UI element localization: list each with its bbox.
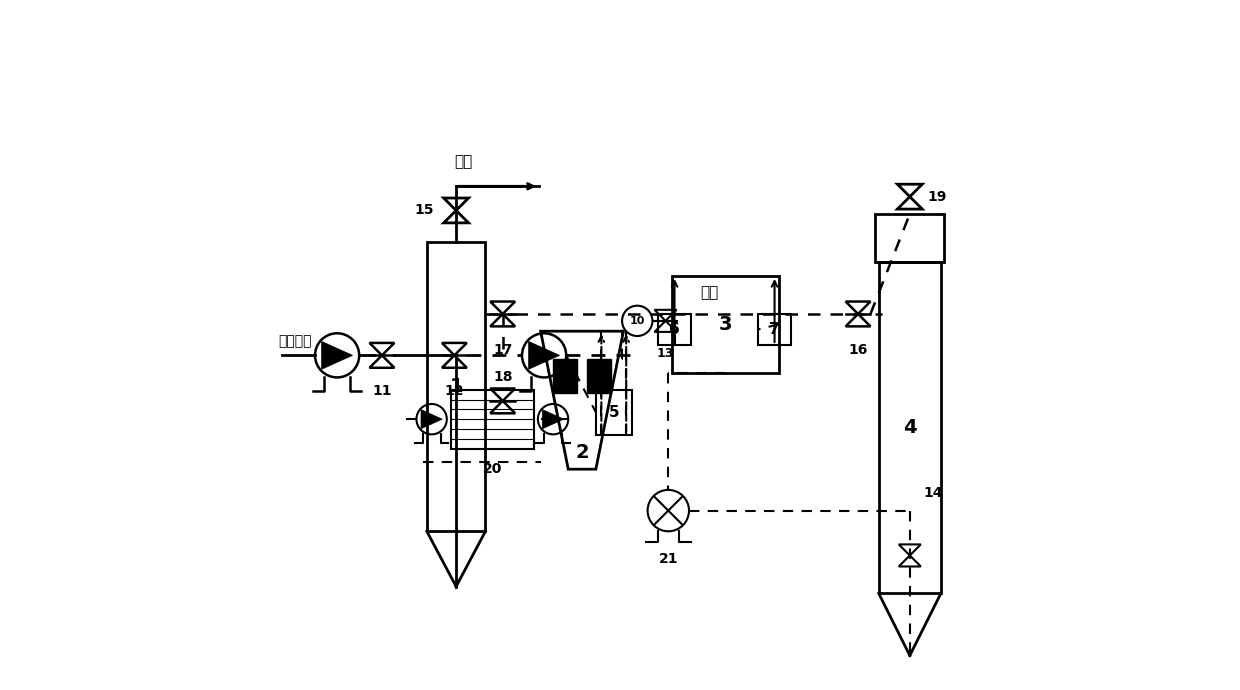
Text: 15: 15 <box>414 204 434 217</box>
Bar <box>427 241 485 531</box>
Bar <box>758 314 791 345</box>
Bar <box>658 314 691 345</box>
Polygon shape <box>321 342 352 369</box>
Text: 1: 1 <box>449 377 463 396</box>
Text: 13: 13 <box>657 347 675 360</box>
Text: 氨氮废水: 氨氮废水 <box>279 335 312 348</box>
Text: 5: 5 <box>609 405 619 420</box>
Text: 20: 20 <box>482 462 502 476</box>
Polygon shape <box>422 410 443 428</box>
Bar <box>553 359 578 393</box>
Polygon shape <box>528 342 559 369</box>
Bar <box>451 390 533 448</box>
Bar <box>587 359 611 393</box>
Bar <box>596 390 631 435</box>
Bar <box>879 262 941 593</box>
Text: 出水: 出水 <box>454 154 472 169</box>
Polygon shape <box>542 410 564 428</box>
Bar <box>875 214 945 262</box>
Text: 19: 19 <box>928 190 946 204</box>
Bar <box>672 276 779 373</box>
Text: 16: 16 <box>848 343 868 357</box>
Text: 6: 6 <box>670 322 680 337</box>
Text: 14: 14 <box>924 486 944 500</box>
Text: 21: 21 <box>658 552 678 566</box>
Text: 17: 17 <box>494 343 512 357</box>
Text: 7: 7 <box>769 322 780 337</box>
Text: 11: 11 <box>372 384 392 398</box>
Text: 2: 2 <box>575 443 589 462</box>
Text: 12: 12 <box>445 384 464 398</box>
Text: 出水: 出水 <box>701 285 719 300</box>
Text: 18: 18 <box>494 370 512 384</box>
Text: 4: 4 <box>903 418 916 437</box>
Text: 10: 10 <box>630 316 645 326</box>
Text: 3: 3 <box>718 315 732 334</box>
